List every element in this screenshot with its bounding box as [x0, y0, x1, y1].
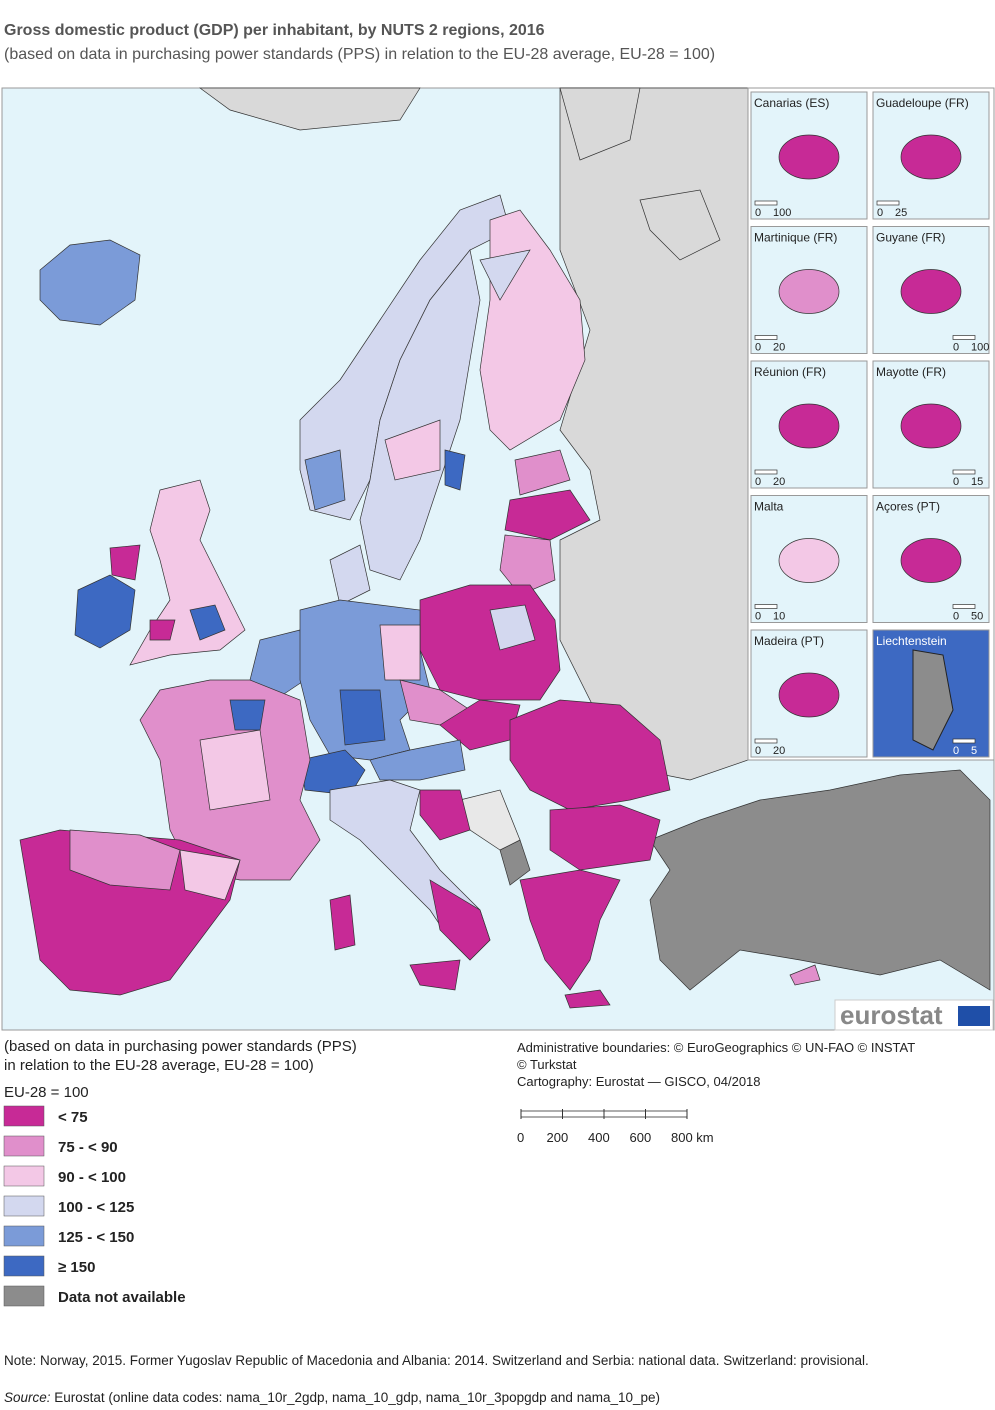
inset-scale-bar	[754, 738, 778, 744]
inset-scale-label: 25	[895, 207, 907, 219]
note: Note: Norway, 2015. Former Yugoslav Repu…	[4, 1353, 869, 1368]
inset-label: Malta	[754, 500, 784, 514]
inset-label: Canarias (ES)	[754, 96, 829, 110]
scale-label: 800 km	[671, 1130, 714, 1145]
legend-label: < 75	[58, 1109, 88, 1126]
credits: Administrative boundaries: © EuroGeograp…	[517, 1040, 915, 1089]
inset-label: Açores (PT)	[876, 500, 940, 514]
inset-scale-bar	[754, 604, 778, 609]
source-label: Source:	[4, 1390, 51, 1405]
legend-swatch	[3, 1225, 45, 1247]
inset-scale-bar	[754, 469, 778, 475]
scale-label: 200	[547, 1130, 569, 1145]
legend-swatch	[3, 1105, 45, 1127]
inset-land	[900, 269, 962, 314]
source-text: Eurostat (online data codes: nama_10r_2g…	[54, 1390, 661, 1405]
inset-scale-label: 100	[971, 342, 989, 354]
inset-scale-label: 10	[773, 611, 785, 623]
inset-land	[900, 538, 962, 583]
legend-swatch	[3, 1135, 45, 1157]
inset-scale-label: 0	[953, 611, 959, 623]
legend-label: 125 - < 150	[58, 1229, 134, 1246]
legend-label: 90 - < 100	[58, 1169, 126, 1186]
inset-scale-label: 0	[877, 207, 883, 219]
title: Gross domestic product (GDP) per inhabit…	[4, 22, 545, 39]
inset-scale-label: 5	[971, 745, 977, 757]
inset-land	[778, 134, 840, 180]
legend-note: in relation to the EU-28 average, EU-28 …	[4, 1057, 314, 1074]
inset-scale-label: 15	[971, 476, 983, 488]
credit-line: Administrative boundaries: © EuroGeograp…	[517, 1040, 915, 1055]
inset-scale-bar	[952, 604, 976, 609]
inset-scale-bar	[952, 335, 976, 340]
scale-label: 0	[517, 1130, 524, 1145]
inset-scale-bar	[754, 200, 778, 206]
legend-heading: EU-28 = 100	[4, 1084, 89, 1101]
legend-swatch	[3, 1165, 45, 1187]
inset-land	[778, 269, 840, 314]
legend-label: 75 - < 90	[58, 1139, 118, 1156]
subtitle: (based on data in purchasing power stand…	[4, 46, 716, 63]
inset-scale-label: 20	[773, 476, 785, 488]
inset-land	[912, 649, 954, 751]
credit-line: © Turkstat	[517, 1057, 577, 1072]
legend-swatch	[3, 1285, 45, 1307]
inset-scale-bar	[952, 738, 976, 744]
inset-scale-label: 0	[953, 476, 959, 488]
scale-label: 400	[588, 1130, 610, 1145]
eu-flag	[958, 1006, 990, 1026]
inset-scale-label: 0	[953, 342, 959, 354]
inset-scale-bar	[754, 335, 778, 340]
inset-scale-label: 0	[953, 745, 959, 757]
scale-label: 600	[630, 1130, 652, 1145]
inset-label: Liechtenstein	[876, 634, 947, 648]
source-line: Source: Eurostat (online data codes: nam…	[4, 1389, 964, 1406]
legend-swatch	[3, 1255, 45, 1277]
inset-scale-label: 20	[773, 745, 785, 757]
inset-label: Guyane (FR)	[876, 231, 945, 245]
inset-label: Madeira (PT)	[754, 634, 824, 648]
legend-note: (based on data in purchasing power stand…	[4, 1038, 357, 1055]
inset-scale-bar	[952, 469, 976, 475]
map-land	[19, 87, 991, 1009]
legend-label: Data not available	[58, 1289, 186, 1306]
inset-scale-label: 0	[755, 476, 761, 488]
inset-scale-label: 0	[755, 207, 761, 219]
inset-label: Réunion (FR)	[754, 365, 826, 379]
inset-scale-label: 50	[971, 611, 983, 623]
inset-land	[900, 403, 962, 449]
inset-label: Martinique (FR)	[754, 231, 837, 245]
legend-swatch	[3, 1195, 45, 1217]
logo: eurostat	[840, 1000, 943, 1030]
inset-land	[778, 672, 840, 718]
inset-label: Mayotte (FR)	[876, 365, 946, 379]
inset-scale-label: 100	[773, 207, 791, 219]
inset-scale-label: 0	[755, 342, 761, 354]
inset-label: Guadeloupe (FR)	[876, 96, 969, 110]
inset-scale-label: 20	[773, 342, 785, 354]
inset-land	[778, 403, 840, 449]
inset-scale-bar	[876, 200, 900, 206]
inset-land	[778, 538, 840, 583]
legend-label: 100 - < 125	[58, 1199, 134, 1216]
inset-scale-label: 0	[755, 745, 761, 757]
credit-line: Cartography: Eurostat — GISCO, 04/2018	[517, 1074, 761, 1089]
legend: (based on data in purchasing power stand…	[3, 1038, 357, 1307]
scale-bar: 0 200 400 600 800 km	[517, 1109, 714, 1145]
legend-label: ≥ 150	[58, 1259, 95, 1276]
inset-land	[900, 134, 962, 180]
inset-scale-label: 0	[755, 611, 761, 623]
